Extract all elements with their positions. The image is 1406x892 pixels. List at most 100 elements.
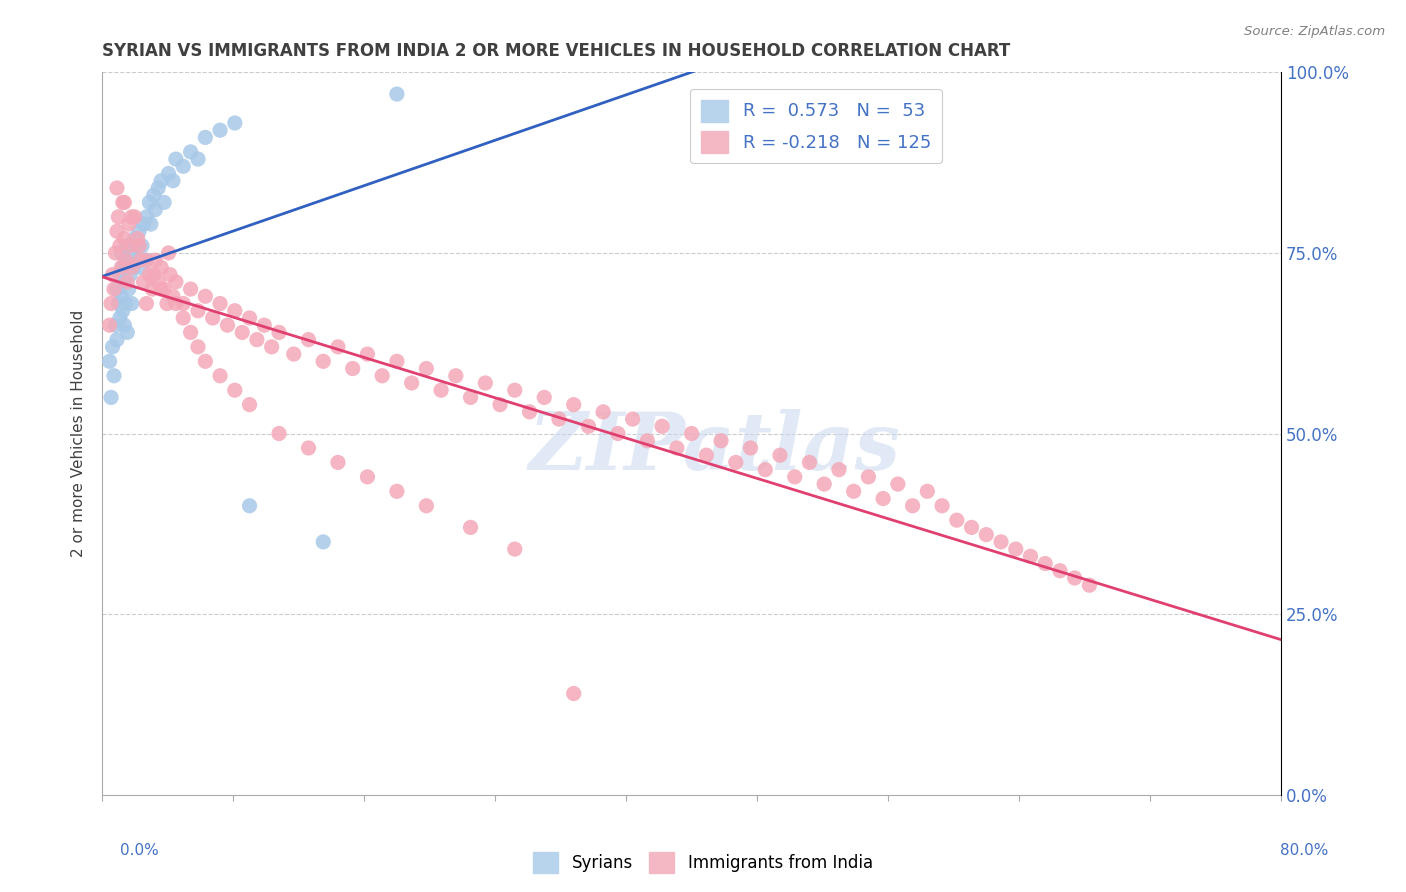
Point	[112, 275, 135, 289]
Point	[172, 296, 194, 310]
Point	[104, 318, 127, 333]
Point	[489, 398, 512, 412]
Point	[121, 246, 143, 260]
Point	[132, 217, 155, 231]
Point	[917, 484, 939, 499]
Point	[695, 448, 717, 462]
Point	[114, 253, 136, 268]
Point	[901, 499, 924, 513]
Point	[828, 463, 851, 477]
Point	[356, 470, 378, 484]
Point	[769, 448, 792, 462]
Point	[592, 405, 614, 419]
Point	[150, 174, 173, 188]
Y-axis label: 2 or more Vehicles in Household: 2 or more Vehicles in Household	[72, 310, 86, 558]
Point	[127, 231, 149, 245]
Point	[117, 275, 139, 289]
Point	[783, 470, 806, 484]
Text: 80.0%: 80.0%	[1281, 843, 1329, 858]
Point	[187, 303, 209, 318]
Point	[105, 333, 128, 347]
Point	[135, 253, 157, 268]
Point	[118, 217, 141, 231]
Point	[105, 282, 128, 296]
Point	[117, 239, 139, 253]
Point	[385, 354, 408, 368]
Point	[283, 347, 305, 361]
Point	[562, 687, 585, 701]
Point	[112, 318, 135, 333]
Point	[148, 181, 170, 195]
Point	[209, 368, 232, 383]
Point	[842, 484, 865, 499]
Point	[187, 340, 209, 354]
Point	[224, 116, 246, 130]
Point	[231, 326, 253, 340]
Point	[548, 412, 571, 426]
Point	[105, 181, 128, 195]
Point	[114, 253, 136, 268]
Point	[297, 333, 319, 347]
Point	[153, 282, 176, 296]
Point	[103, 282, 125, 296]
Point	[858, 470, 880, 484]
Point	[117, 326, 139, 340]
Point	[121, 296, 143, 310]
Point	[224, 383, 246, 397]
Point	[1033, 557, 1056, 571]
Point	[740, 441, 762, 455]
Point	[194, 130, 217, 145]
Point	[371, 368, 394, 383]
Point	[430, 383, 453, 397]
Point	[312, 354, 335, 368]
Point	[107, 210, 129, 224]
Point	[122, 260, 145, 275]
Point	[415, 361, 437, 376]
Point	[180, 282, 202, 296]
Point	[111, 195, 134, 210]
Point	[112, 195, 135, 210]
Point	[172, 159, 194, 173]
Point	[141, 282, 163, 296]
Point	[621, 412, 644, 426]
Point	[209, 123, 232, 137]
Point	[108, 268, 131, 282]
Point	[201, 310, 224, 325]
Point	[165, 275, 187, 289]
Point	[681, 426, 703, 441]
Point	[101, 268, 124, 282]
Point	[138, 195, 160, 210]
Point	[503, 383, 526, 397]
Point	[194, 289, 217, 303]
Point	[150, 282, 173, 296]
Point	[224, 303, 246, 318]
Point	[297, 441, 319, 455]
Point	[724, 455, 747, 469]
Point	[246, 333, 269, 347]
Point	[415, 499, 437, 513]
Point	[162, 174, 184, 188]
Point	[121, 210, 143, 224]
Point	[326, 340, 349, 354]
Point	[946, 513, 969, 527]
Point	[125, 253, 148, 268]
Point	[129, 253, 152, 268]
Point	[931, 499, 953, 513]
Point	[238, 398, 260, 412]
Point	[474, 376, 496, 390]
Point	[444, 368, 467, 383]
Point	[112, 231, 135, 245]
Point	[98, 354, 121, 368]
Point	[636, 434, 658, 448]
Point	[153, 195, 176, 210]
Point	[105, 224, 128, 238]
Point	[754, 463, 776, 477]
Point	[260, 340, 283, 354]
Point	[460, 391, 482, 405]
Point	[253, 318, 276, 333]
Point	[180, 145, 202, 159]
Point	[157, 167, 180, 181]
Point	[107, 296, 129, 310]
Point	[1078, 578, 1101, 592]
Point	[312, 534, 335, 549]
